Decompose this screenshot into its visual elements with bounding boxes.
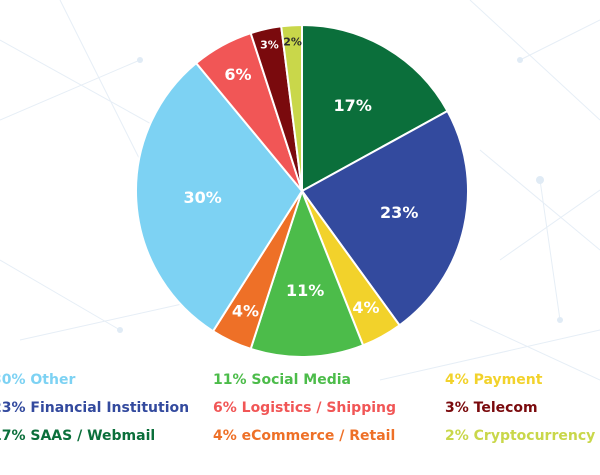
slice-label-4: 4%: [232, 302, 259, 321]
slice-label-8: 2%: [283, 35, 302, 48]
legend-item-logistics-shipping: 6% Logistics / Shipping: [213, 400, 396, 416]
pie-slice-3: [249, 188, 365, 358]
slice-label-5: 30%: [183, 188, 221, 207]
slice-label-6: 6%: [224, 65, 251, 84]
slice-label-2: 4%: [352, 298, 379, 317]
legend-item-financial-institution: 23% Financial Institution: [0, 400, 190, 416]
legend-item-social-media: 11% Social Media: [213, 372, 351, 388]
slice-label-1: 23%: [380, 203, 418, 222]
legend-item-saas-webmail: 17% SAAS / Webmail: [0, 428, 156, 444]
legend-item-ecommerce-retail: 4% eCommerce / Retail: [213, 428, 396, 444]
pie-slice-5: [135, 61, 304, 333]
pie-slice-0: [301, 23, 449, 193]
legend-item-telecom: 3% Telecom: [445, 400, 538, 416]
pie-slice-1: [300, 109, 469, 327]
slice-label-7: 3%: [260, 39, 279, 52]
legend: 30% Other 23% Financial Institution 17% …: [0, 372, 600, 452]
legend-item-payment: 4% Payment: [445, 372, 543, 388]
legend-item-cryptocurrency: 2% Cryptocurrency: [445, 428, 596, 444]
slice-label-0: 17%: [334, 96, 372, 115]
legend-item-other: 30% Other: [0, 372, 76, 388]
pie-slice-8: [280, 23, 303, 192]
slice-label-3: 11%: [286, 281, 324, 300]
